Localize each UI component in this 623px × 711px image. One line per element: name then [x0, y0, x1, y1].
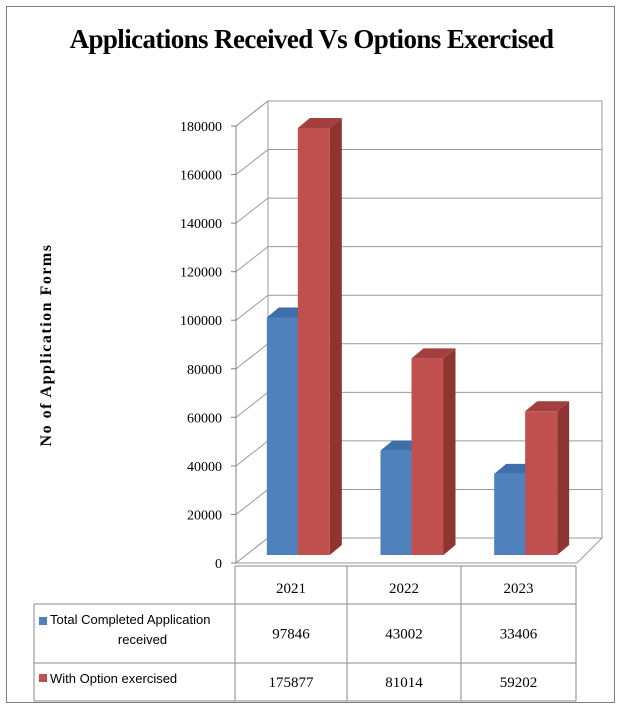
- data-label: 175877: [269, 675, 315, 691]
- data-label: 97846: [272, 627, 310, 643]
- bar-2022-s2: [411, 348, 456, 555]
- bar-side: [443, 348, 456, 555]
- gridline-side: [235, 343, 269, 370]
- legend-swatch: [39, 674, 47, 682]
- y-axis-label: No of Application Forms: [38, 244, 55, 447]
- bar-front: [380, 450, 413, 555]
- x-tick-label: 2021: [276, 581, 306, 597]
- bar-front: [297, 128, 330, 555]
- y-tick-label: 120000: [180, 266, 222, 281]
- data-label: 43002: [385, 627, 423, 643]
- y-tick-label: 0: [215, 557, 222, 572]
- gridline-side: [235, 197, 269, 224]
- bar-top: [525, 401, 570, 412]
- y-axis-ticks: 0 20000 40000 60000 80000 100000 120000 140000 1…: [180, 120, 237, 572]
- bar-front: [494, 473, 527, 555]
- bar-2021-s2: [297, 118, 342, 555]
- data-label: 33406: [500, 627, 538, 643]
- bar-2023-s2: [525, 401, 570, 555]
- bar-top: [411, 348, 456, 359]
- bar-side: [329, 118, 342, 555]
- legend-entry: received: [118, 632, 167, 647]
- bar-top: [297, 118, 342, 129]
- y-tick-label: 20000: [187, 508, 222, 523]
- gridline-side: [235, 149, 269, 175]
- gridline-side: [235, 294, 269, 321]
- gridline-side: [235, 489, 269, 515]
- gridline-side: [235, 440, 269, 467]
- y-tick-label: 100000: [180, 314, 222, 329]
- bar-front: [525, 411, 558, 555]
- legend-entry: Total Completed Application: [50, 612, 210, 627]
- chart-title: Applications Received Vs Options Exercis…: [69, 24, 554, 54]
- y-tick-label: 180000: [180, 120, 222, 135]
- y-tick-label: 140000: [180, 217, 222, 232]
- y-tick-label: 160000: [180, 169, 222, 184]
- y-tick-label: 60000: [187, 411, 222, 426]
- legend-entry: With Option exercised: [50, 671, 177, 686]
- bar-front: [411, 358, 444, 555]
- gridline-side: [235, 246, 269, 273]
- y-tick-label: 40000: [187, 460, 222, 475]
- legend-swatch: [39, 617, 47, 625]
- bar-side: [557, 401, 570, 555]
- x-tick-label: 2022: [389, 581, 419, 597]
- bar-front: [266, 317, 299, 555]
- x-tick-label: 2023: [504, 581, 534, 597]
- data-label: 59202: [500, 675, 538, 691]
- data-label: 81014: [385, 675, 423, 691]
- data-table: 2021 2022 2023 Total Completed Application r…: [33, 565, 577, 702]
- y-tick-label: 80000: [187, 363, 222, 378]
- bars: [266, 118, 570, 555]
- gridline-side: [235, 391, 269, 418]
- gridline-side: [235, 100, 269, 127]
